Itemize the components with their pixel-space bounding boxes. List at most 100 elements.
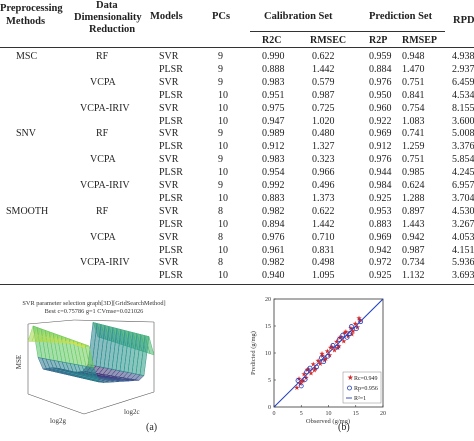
cell-rpd: 5.008 xyxy=(452,128,474,140)
cell-red: VCPA xyxy=(90,231,116,243)
cell-pcs: 10 xyxy=(218,141,228,153)
cell-model: PLSR xyxy=(159,167,183,179)
cell-rmsep: 0.754 xyxy=(402,102,425,114)
figure-a-axes xyxy=(27,319,155,415)
header-bottom-rule xyxy=(0,47,474,48)
legend-fit-label: R²=1 xyxy=(354,396,366,402)
cell-rpd: 4.530 xyxy=(452,205,474,217)
header-models: Models xyxy=(150,11,183,22)
header-preprocessing-line1: Preprocessing xyxy=(0,3,63,14)
legend-circle-icon xyxy=(347,385,352,391)
cell-pcs: 10 xyxy=(218,167,228,179)
cell-rmsep: 1.132 xyxy=(402,270,425,282)
figure-a-subtitle: Best c=0.75786 g=1 CVmse=0.021026 xyxy=(45,308,144,315)
cell-r2c: 0.975 xyxy=(262,102,285,114)
cell-rmsep: 0.897 xyxy=(402,205,425,217)
cell-model: PLSR xyxy=(159,192,183,204)
cell-pcs: 10 xyxy=(218,89,228,101)
cell-rmsep: 0.985 xyxy=(402,167,425,179)
header-r2p: R2P xyxy=(369,35,388,46)
cell-rmsec: 0.710 xyxy=(312,231,335,243)
figure-a-zlabel: MSE xyxy=(15,355,23,369)
calibration-point: ★ xyxy=(343,328,349,336)
cell-rpd: 2.937 xyxy=(452,63,474,75)
calibration-point: ★ xyxy=(317,360,323,368)
cell-rmsep: 1.288 xyxy=(402,192,425,204)
surface-facet-195 xyxy=(144,335,155,356)
prediction-point xyxy=(295,378,301,383)
y-tick-label: 15 xyxy=(265,324,271,330)
calibration-point: ★ xyxy=(338,333,344,341)
calibration-point: ★ xyxy=(335,344,341,352)
cell-r2c: 0.989 xyxy=(262,128,285,140)
cell-r2c: 0.961 xyxy=(262,244,285,256)
cell-r2p: 0.969 xyxy=(369,128,392,140)
cell-rpd: 6.459 xyxy=(452,76,474,88)
cell-rmsec: 0.987 xyxy=(312,89,335,101)
cell-r2p: 0.950 xyxy=(369,89,392,101)
cell-r2c: 0.940 xyxy=(262,270,285,282)
cell-r2p: 0.925 xyxy=(369,192,392,204)
calibration-point: ★ xyxy=(334,338,340,346)
cell-r2c: 0.983 xyxy=(262,154,285,166)
x-tick-label: 15 xyxy=(353,411,359,417)
cell-r2c: 0.976 xyxy=(262,231,285,243)
cell-rmsep: 0.948 xyxy=(402,51,425,62)
cell-model: PLSR xyxy=(159,141,183,153)
figure-a-mesh-surface xyxy=(27,322,155,383)
cell-r2p: 0.972 xyxy=(369,257,392,269)
cell-r2c: 0.888 xyxy=(262,63,285,75)
cell-model: PLSR xyxy=(159,115,183,127)
figure-a-caption: (a) xyxy=(146,422,158,433)
y-tick-label: 10 xyxy=(265,351,271,357)
cell-rpd: 3.267 xyxy=(452,218,474,230)
y-tick-label: 0 xyxy=(268,405,271,411)
calibration-point: ★ xyxy=(342,329,348,337)
cell-model: SVR xyxy=(159,205,179,217)
x-tick-label: 10 xyxy=(326,411,332,417)
results-table: Preprocessing Methods Data Dimensionalit… xyxy=(0,0,474,285)
prediction-point xyxy=(330,343,336,348)
cell-rpd: 4.938 xyxy=(452,51,474,62)
header-pcs: PCs xyxy=(212,11,231,22)
cell-prep: SMOOTH xyxy=(6,205,49,217)
cell-pcs: 10 xyxy=(218,244,228,256)
cell-rpd: 3.600 xyxy=(452,115,474,127)
calibration-point: ★ xyxy=(315,357,321,365)
figure-b-legend: ★ Rc=0.949 Rp=0.956 R²=1 xyxy=(342,371,382,404)
y-tick-label: 20 xyxy=(265,297,271,303)
cell-r2c: 0.990 xyxy=(262,51,285,62)
cell-r2c: 0.912 xyxy=(262,141,285,153)
cell-r2p: 0.925 xyxy=(369,270,392,282)
legend-calibration-label: Rc=0.949 xyxy=(354,376,378,382)
cell-r2c: 0.951 xyxy=(262,89,285,101)
cell-pcs: 10 xyxy=(218,270,228,282)
x-tick-label: 20 xyxy=(380,411,386,417)
calibration-point: ★ xyxy=(337,334,343,342)
figure-b-caption: (b) xyxy=(338,422,350,433)
header-reduction-line3: Reduction xyxy=(89,24,136,35)
header-rmsec: RMSEC xyxy=(310,35,347,46)
figure-a-ylabel: log2g xyxy=(50,417,66,425)
cell-rmsec: 0.498 xyxy=(312,257,335,269)
legend-star-icon: ★ xyxy=(347,373,354,382)
cell-model: SVR xyxy=(159,154,179,166)
cell-pcs: 10 xyxy=(218,192,228,204)
cell-r2p: 0.984 xyxy=(369,180,392,191)
cell-pcs: 9 xyxy=(218,63,223,75)
cell-rmsep: 1.083 xyxy=(402,115,425,127)
cell-pcs: 10 xyxy=(218,218,228,230)
prediction-point xyxy=(298,383,304,389)
prediction-point xyxy=(307,365,313,371)
cell-red: VCPA xyxy=(90,76,116,88)
cell-rmsep: 1.443 xyxy=(402,218,425,230)
calibration-point: ★ xyxy=(328,344,334,352)
cell-red: VCPA xyxy=(90,154,116,166)
cell-red: RF xyxy=(96,128,109,140)
calibration-point: ★ xyxy=(341,337,347,345)
cell-rmsec: 0.323 xyxy=(312,154,335,166)
calibration-point: ★ xyxy=(311,367,317,375)
cell-r2p: 0.959 xyxy=(369,51,392,62)
cell-pcs: 10 xyxy=(218,102,228,114)
cell-r2p: 0.953 xyxy=(369,205,392,217)
